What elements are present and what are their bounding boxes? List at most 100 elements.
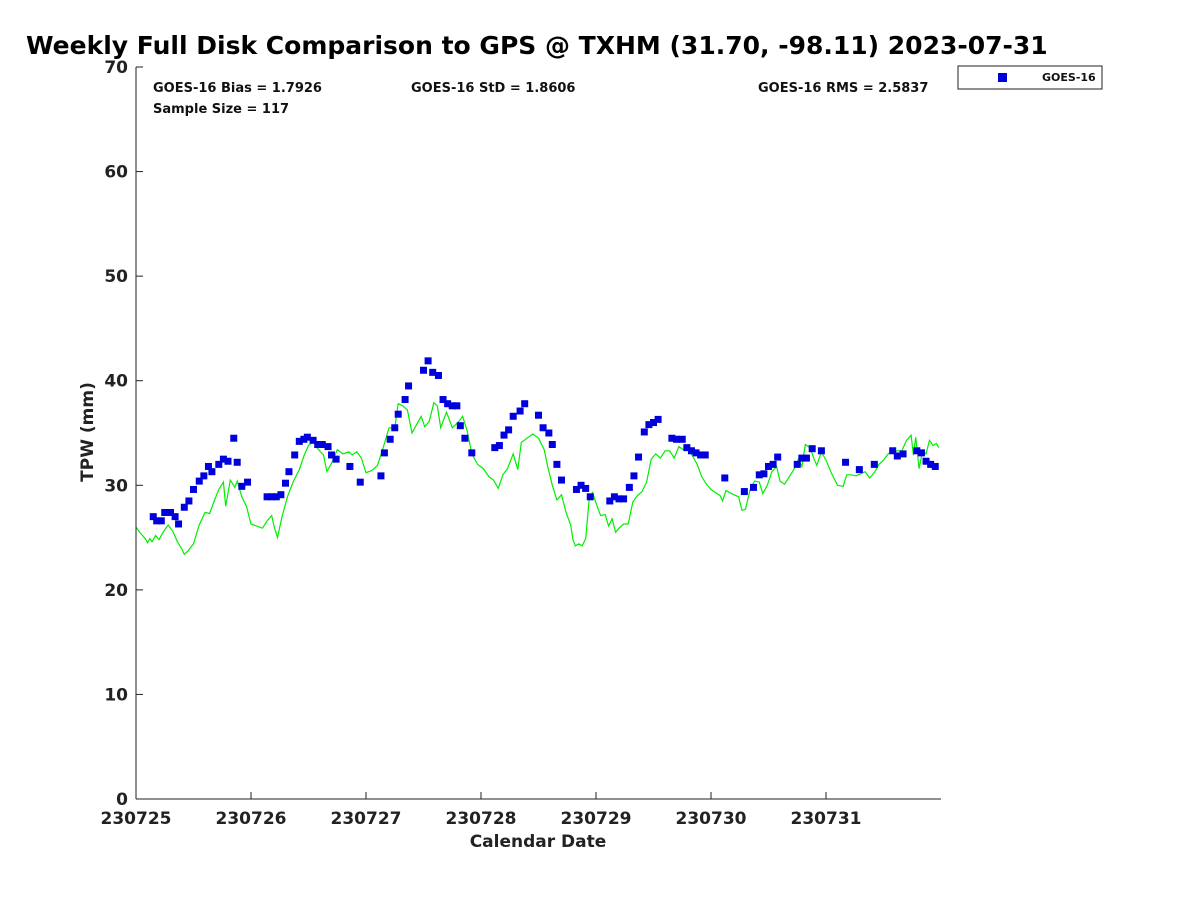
- goes16-point: [153, 517, 161, 525]
- goes16-point: [314, 441, 322, 449]
- goes16-point: [394, 410, 402, 418]
- goes16-point: [424, 357, 432, 365]
- goes16-point: [802, 454, 810, 462]
- goes16-point: [429, 368, 437, 376]
- goes16-point: [516, 407, 524, 415]
- goes16-point: [582, 484, 590, 492]
- goes16-point: [461, 434, 469, 442]
- goes16-point: [495, 442, 503, 450]
- goes16-point: [931, 462, 939, 470]
- goes16-point: [309, 436, 317, 444]
- goes16-point: [200, 472, 208, 480]
- legend: GOES-16: [957, 65, 1103, 90]
- goes16-point: [687, 447, 695, 455]
- goes16-point: [244, 478, 252, 486]
- goes16-point: [668, 434, 676, 442]
- goes16-point: [346, 462, 354, 470]
- goes16-point: [208, 468, 216, 476]
- goes16-point: [701, 451, 709, 459]
- goes16-point: [577, 481, 585, 489]
- goes16-point: [453, 402, 461, 410]
- goes16-point: [230, 434, 238, 442]
- goes16-point: [774, 453, 782, 461]
- goes16-point: [282, 479, 289, 487]
- x-tick-label: 230728: [446, 809, 517, 829]
- y-axis-label: TPW (mm): [78, 382, 98, 482]
- legend-label-goes16: GOES-16: [1042, 71, 1096, 84]
- goes16-point: [291, 451, 299, 459]
- goes16-point: [303, 433, 311, 441]
- goes16-point: [721, 474, 729, 482]
- goes16-point: [817, 447, 825, 455]
- goes16-point: [740, 488, 748, 496]
- goes16-point: [171, 513, 179, 521]
- goes16-point: [328, 451, 335, 459]
- y-tick-label: 50: [104, 267, 128, 287]
- x-tick-label: 230729: [561, 809, 632, 829]
- y-ticks: 0 10 20 30 40 50 60 70: [104, 58, 143, 810]
- goes16-point: [755, 471, 763, 479]
- x-axis-label: Calendar Date: [470, 832, 607, 852]
- goes16-point: [277, 491, 285, 499]
- goes16-point: [377, 472, 385, 480]
- goes16-point: [444, 400, 452, 408]
- goes16-point: [750, 483, 758, 491]
- series-marker-layer: [149, 357, 939, 528]
- stat-sample-size: Sample Size = 117: [153, 102, 289, 117]
- goes16-point: [673, 435, 680, 443]
- goes16-point: [586, 493, 594, 501]
- x-tick-label: 230730: [676, 809, 747, 829]
- goes16-point: [650, 419, 657, 427]
- goes16-point: [195, 477, 203, 485]
- goes16-point: [268, 493, 276, 501]
- goes16-point: [500, 431, 508, 439]
- goes16-point: [654, 415, 662, 423]
- stat-bias: GOES-16 Bias = 1.7926: [153, 81, 322, 96]
- goes16-point: [448, 402, 456, 410]
- goes16-point: [238, 482, 246, 490]
- goes16-point: [233, 458, 241, 466]
- x-tick-label: 230731: [791, 809, 862, 829]
- goes16-point: [760, 470, 768, 478]
- goes16-point: [635, 453, 643, 461]
- goes16-point: [161, 508, 169, 516]
- goes16-point: [386, 435, 394, 443]
- goes16-point: [434, 371, 442, 379]
- goes16-point: [401, 396, 409, 404]
- stats-annotations: GOES-16 Bias = 1.7926 GOES-16 StD = 1.86…: [153, 81, 928, 117]
- y-tick-label: 20: [104, 581, 128, 601]
- goes16-point: [545, 429, 553, 437]
- goes16-point: [356, 478, 364, 486]
- goes16-point: [870, 460, 878, 468]
- goes16-point: [190, 485, 197, 493]
- goes16-point: [439, 396, 447, 404]
- goes16-point: [558, 476, 565, 484]
- goes16-point: [539, 424, 547, 432]
- goes16-point: [185, 497, 193, 505]
- stat-std: GOES-16 StD = 1.8606: [411, 81, 575, 96]
- goes16-point: [167, 508, 174, 516]
- goes16-point: [615, 495, 623, 503]
- goes16-point: [405, 382, 413, 390]
- goes16-point: [509, 412, 517, 420]
- plot-area: [135, 357, 940, 556]
- goes16-point: [842, 458, 850, 466]
- goes16-point: [692, 449, 700, 457]
- goes16-point: [204, 462, 212, 470]
- goes16-point: [149, 513, 157, 521]
- goes16-point: [922, 457, 930, 465]
- goes16-point: [535, 411, 542, 419]
- goes16-point: [769, 460, 777, 468]
- goes16-point: [610, 493, 618, 501]
- y-tick-label: 60: [104, 163, 128, 183]
- goes16-point: [468, 449, 476, 457]
- y-tick-label: 30: [104, 476, 128, 496]
- goes16-point: [620, 495, 628, 503]
- chart-title: Weekly Full Disk Comparison to GPS @ TXH…: [26, 31, 1048, 60]
- goes16-point: [606, 497, 614, 505]
- goes16-point: [917, 449, 925, 457]
- goes16-point: [625, 483, 633, 491]
- series-line-layer: [135, 401, 940, 556]
- goes16-point: [927, 460, 935, 468]
- gps-tpw-line: [135, 401, 940, 556]
